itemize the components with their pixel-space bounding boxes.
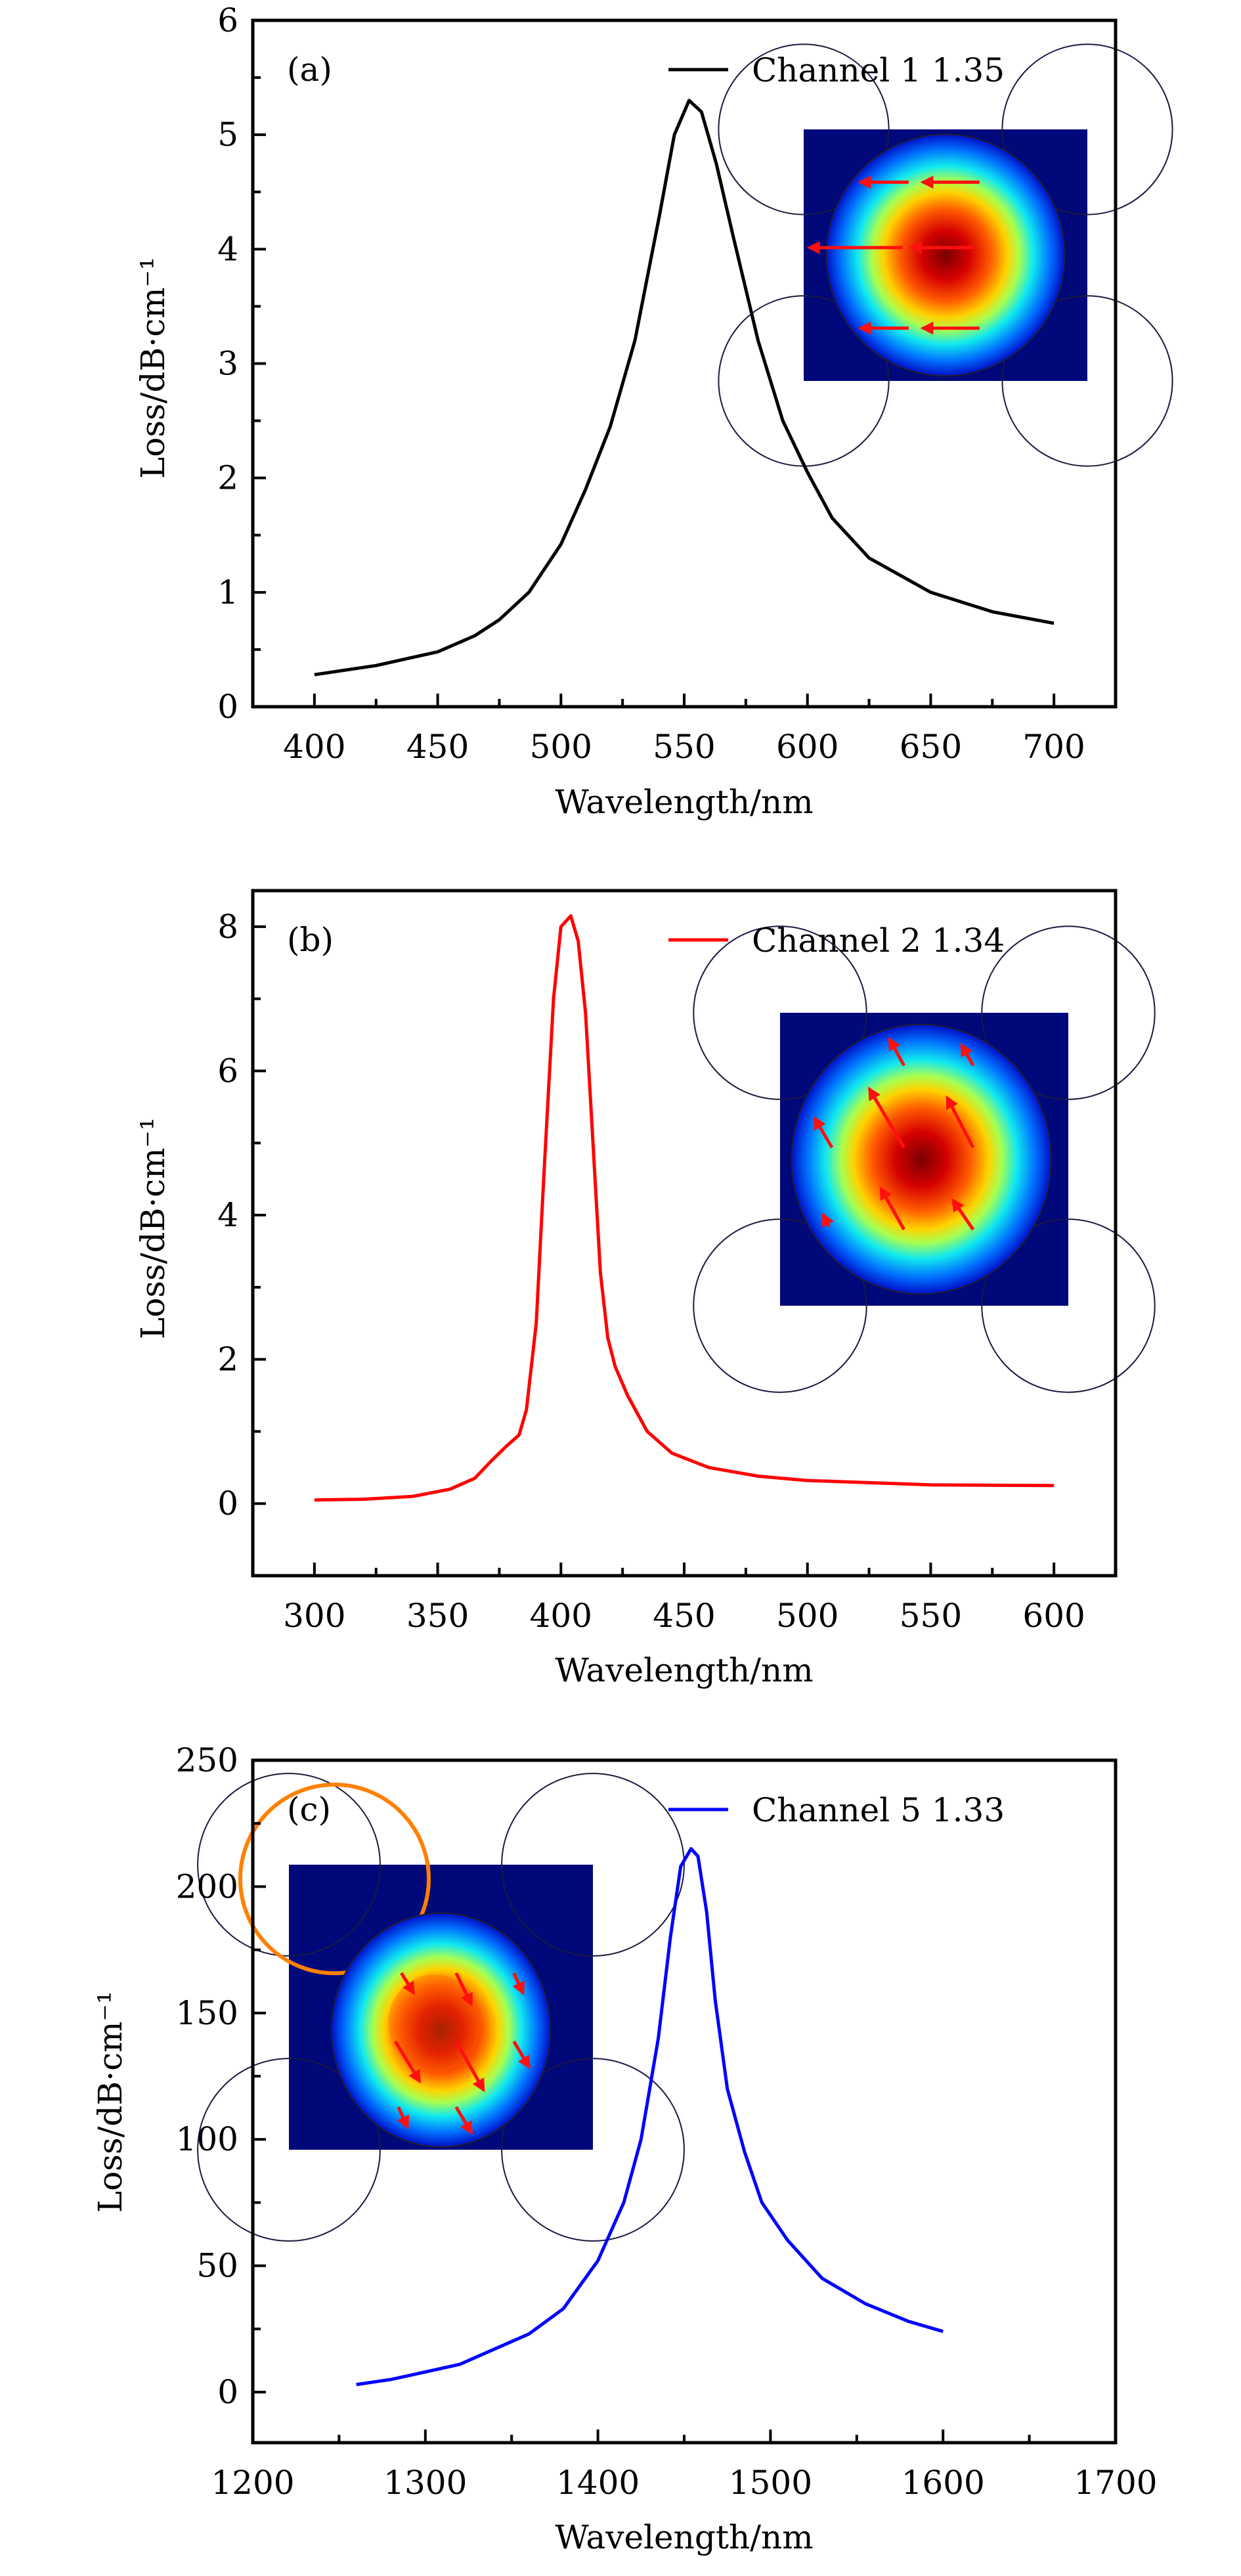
panel-a: 400 450 500 550 600 650 700 0 1 2 3 4 5 6 Wavelength/n… xyxy=(134,1,1173,821)
polarization-arrow xyxy=(879,1186,905,1231)
y-tick-label: 250 xyxy=(176,1741,238,1779)
x-tick-label: 650 xyxy=(900,728,962,766)
panel-b: 300 350 400 450 500 550 600 0 2 4 6 8 Wavelength/nm L… xyxy=(134,889,1156,1689)
x-tick-label: 450 xyxy=(406,728,469,766)
y-tick-label: 1 xyxy=(217,573,238,611)
polarization-arrow xyxy=(821,1212,834,1228)
y-tick-label: 8 xyxy=(217,908,238,946)
y-tick-label: 0 xyxy=(217,1484,238,1522)
polarization-arrow xyxy=(946,1095,975,1149)
y-tick-label: 50 xyxy=(196,2247,238,2285)
cladding-hole xyxy=(718,43,890,215)
mode-hotspot xyxy=(388,1974,481,2073)
polarization-arrow xyxy=(951,1198,975,1231)
series-line xyxy=(314,99,1055,677)
x-tick-label: 400 xyxy=(530,1597,592,1635)
polarization-arrow xyxy=(397,2106,410,2129)
x-tick-label: 1300 xyxy=(383,2464,467,2502)
polarization-arrow xyxy=(888,1036,905,1067)
mode-field-inset xyxy=(197,1773,685,2242)
x-axis-label: Wavelength/nm xyxy=(555,2518,813,2556)
y-tick-label: 0 xyxy=(217,688,238,726)
y-tick-label: 0 xyxy=(217,2373,238,2411)
x-tick-label: 700 xyxy=(1022,728,1085,766)
cladding-hole xyxy=(693,1218,867,1393)
y-tick-label: 6 xyxy=(217,1,238,39)
mode-field-inset xyxy=(718,43,1173,467)
x-tick-label: 400 xyxy=(283,728,345,766)
polarization-arrow xyxy=(813,1116,834,1149)
x-tick-label: 550 xyxy=(900,1597,962,1635)
y-tick-label: 6 xyxy=(217,1052,238,1090)
polarization-arrow xyxy=(960,1042,975,1067)
y-tick-label: 4 xyxy=(217,1196,238,1234)
x-tick-label: 600 xyxy=(776,728,838,766)
x-tick-label: 550 xyxy=(653,728,715,766)
panel-label: (c) xyxy=(287,1790,331,1829)
x-tick-label: 300 xyxy=(283,1597,345,1635)
panel-c: 1200 1300 1400 1500 1600 1700 0 50 100 150 200 250 W… xyxy=(91,1741,1158,2556)
x-tick-label: 1600 xyxy=(902,2464,985,2502)
cladding-hole xyxy=(501,2058,685,2242)
polarization-arrow xyxy=(393,2040,422,2084)
polarization-arrow xyxy=(454,2106,473,2135)
y-tick-label: 100 xyxy=(176,2120,238,2158)
core-mode-field xyxy=(330,1912,552,2148)
y-tick-label: 4 xyxy=(217,230,238,268)
cladding-hole-mode xyxy=(238,1783,431,1976)
cladding-hole xyxy=(1001,43,1173,215)
x-axis-label: Wavelength/nm xyxy=(555,1651,813,1689)
cladding-hole xyxy=(693,925,867,1100)
cladding-hole xyxy=(197,2058,381,2242)
x-tick-label: 1500 xyxy=(729,2464,812,2502)
legend-label: Channel 1 1.35 xyxy=(752,51,1005,89)
polarization-arrow xyxy=(512,2040,531,2070)
cladding-hole xyxy=(501,1773,685,1957)
panel-label: (b) xyxy=(287,921,334,959)
y-axis-label: Loss/dB·cm⁻¹ xyxy=(91,1991,129,2213)
y-tick-label: 5 xyxy=(217,116,238,154)
y-axis-label: Loss/dB·cm⁻¹ xyxy=(134,257,172,479)
y-tick-label: 2 xyxy=(217,459,238,497)
core-mode-field xyxy=(791,1023,1052,1295)
x-tick-label: 500 xyxy=(776,1597,838,1635)
x-tick-label: 1400 xyxy=(556,2464,640,2502)
series-line xyxy=(314,914,1055,1502)
polarization-arrow xyxy=(512,1972,525,1995)
x-tick-label: 450 xyxy=(653,1597,715,1635)
x-tick-label: 350 xyxy=(406,1597,469,1635)
polarization-arrow xyxy=(867,1086,905,1149)
x-axis-label: Wavelength/nm xyxy=(555,783,813,821)
panel-label: (a) xyxy=(287,51,332,89)
cladding-hole xyxy=(1001,295,1173,467)
core-mode-field xyxy=(825,133,1066,377)
y-tick-label: 3 xyxy=(217,345,238,383)
x-tick-label: 500 xyxy=(530,728,592,766)
cladding-hole xyxy=(981,1218,1156,1393)
polarization-arrow xyxy=(454,2040,485,2093)
polarization-arrow xyxy=(454,1972,473,2007)
series-line xyxy=(356,1847,944,2386)
y-tick-label: 150 xyxy=(176,1994,238,2032)
cladding-hole xyxy=(981,925,1156,1100)
x-tick-label: 600 xyxy=(1022,1597,1085,1635)
cladding-hole xyxy=(197,1773,381,1957)
mode-field-inset xyxy=(693,925,1156,1393)
y-tick-label: 200 xyxy=(176,1867,238,1905)
legend-label: Channel 5 1.33 xyxy=(752,1791,1005,1829)
y-tick-label: 2 xyxy=(217,1341,238,1379)
x-tick-label: 1700 xyxy=(1074,2464,1157,2502)
legend-label: Channel 2 1.34 xyxy=(752,922,1005,960)
x-tick-label: 1200 xyxy=(211,2464,294,2502)
polarization-arrow xyxy=(400,1972,415,1995)
y-axis-label: Loss/dB·cm⁻¹ xyxy=(134,1117,172,1339)
